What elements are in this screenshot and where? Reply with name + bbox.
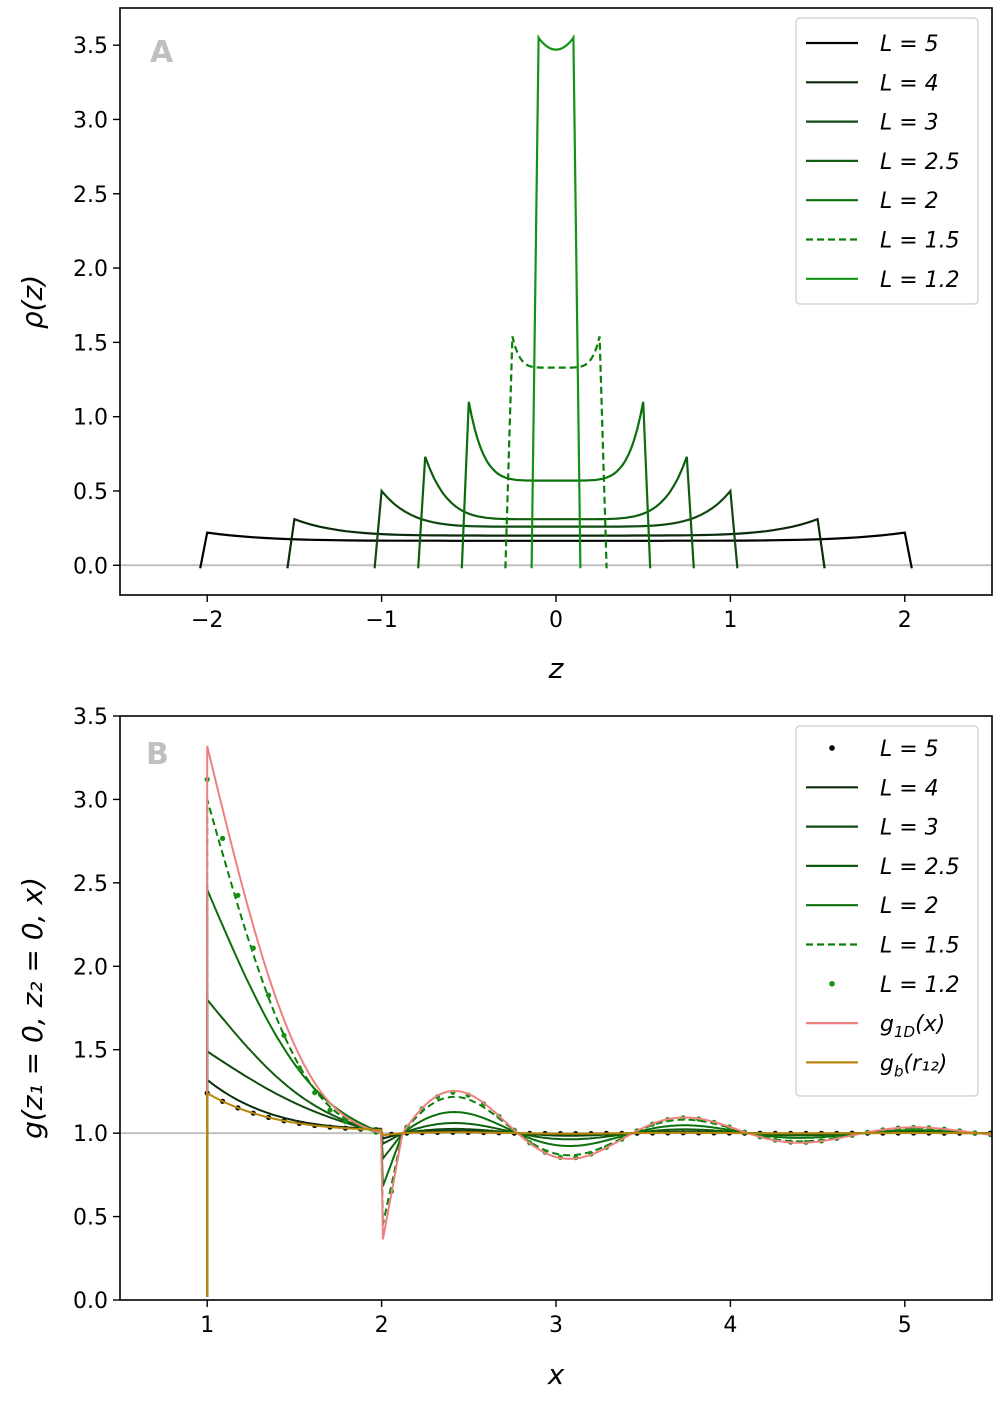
legend-subscript: 1D bbox=[894, 1023, 915, 1041]
legend-label-l-2: L = 2 bbox=[880, 189, 939, 214]
panel-a: −2 −1 0 1 2 0.0 0.5 1.0 1.5 2.0 2.5 3.0 3.5 A z ρ(z… bbox=[16, 7, 993, 685]
panel-a-x-tick-label: 2 bbox=[898, 608, 912, 633]
legend-label-l-2: L = 2 bbox=[880, 894, 939, 919]
panel-a-x-ticks: −2 −1 0 1 2 bbox=[191, 595, 912, 633]
panel-a-y-axis-label: ρ(z) bbox=[16, 275, 49, 329]
panel-b-y-tick-label: 2.0 bbox=[73, 955, 108, 980]
g-point-l-1-2 bbox=[235, 892, 241, 898]
panel-b-x-ticks: 1 2 3 4 5 bbox=[200, 1300, 912, 1338]
panel-a-y-tick-label: 2.0 bbox=[73, 257, 108, 282]
panel-a-x-tick-label: 1 bbox=[723, 608, 737, 633]
rho-curve-l-5 bbox=[199, 531, 913, 569]
g-point-l-1-2 bbox=[250, 945, 256, 951]
legend-label-l-4: L = 4 bbox=[880, 71, 939, 96]
g-point-l-1-2 bbox=[281, 1032, 287, 1038]
legend-label-l-5: L = 5 bbox=[880, 32, 939, 57]
panel-a-x-tick-label: −2 bbox=[191, 608, 223, 633]
legend-label-l-4: L = 4 bbox=[880, 776, 939, 801]
g-point-l-1-2 bbox=[266, 992, 272, 998]
panel-b-x-tick-label: 4 bbox=[723, 1313, 737, 1338]
rho-curve-l-1-2 bbox=[530, 33, 582, 569]
panel-b-y-ticks: 0.0 0.5 1.0 1.5 2.0 2.5 3.0 3.5 bbox=[73, 705, 120, 1314]
panel-b-x-tick-label: 1 bbox=[200, 1313, 214, 1338]
g-point-l-1-2 bbox=[220, 835, 226, 842]
panel-a-y-tick-label: 0.5 bbox=[73, 480, 108, 505]
panel-b-y-tick-label: 2.5 bbox=[73, 872, 108, 897]
panel-b-y-tick-label: 0.0 bbox=[73, 1289, 108, 1314]
rho-curve-l-3 bbox=[373, 488, 739, 569]
panel-b-legend: L = 5 L = 4 L = 3 L = 2.5 L = 2 L = 1.5 L = 1.… bbox=[795, 725, 979, 1097]
g-curve-gb-r12 bbox=[206, 1091, 992, 1297]
panel-b-y-tick-label: 1.5 bbox=[73, 1039, 108, 1064]
panel-a-y-tick-label: 3.5 bbox=[73, 34, 108, 59]
panel-b-y-axis-label: g(z₁ = 0, z₂ = 0, x) bbox=[16, 877, 49, 1139]
rho-curve-l-2-5 bbox=[417, 456, 695, 569]
panel-b-x-tick-label: 3 bbox=[549, 1313, 563, 1338]
legend-label-l-2-5: L = 2.5 bbox=[880, 150, 960, 175]
panel-a-legend: L = 5 L = 4 L = 3 L = 2.5 L = 2 L = 1.5 L = 1.… bbox=[795, 17, 979, 305]
panel-b-legend-box bbox=[795, 725, 979, 1097]
legend-tail: (x) bbox=[915, 1012, 945, 1037]
panel-a-x-axis-label: z bbox=[548, 652, 565, 685]
legend-label-l-1-5: L = 1.5 bbox=[880, 934, 960, 959]
panel-a-x-tick-label: −1 bbox=[365, 608, 397, 633]
panel-a-legend-box bbox=[795, 17, 979, 305]
legend-label-l-3: L = 3 bbox=[880, 111, 939, 136]
g-point-l-1-2 bbox=[296, 1065, 302, 1071]
panel-b-y-tick-label: 1.0 bbox=[73, 1122, 108, 1147]
panel-a-series bbox=[199, 33, 913, 569]
panel-a-y-ticks: 0.0 0.5 1.0 1.5 2.0 2.5 3.0 3.5 bbox=[73, 34, 120, 579]
legend-subscript: b bbox=[894, 1062, 904, 1080]
legend-marker-l-5 bbox=[829, 745, 835, 751]
rho-curve-l-4 bbox=[286, 517, 826, 569]
panel-a-y-tick-label: 0.0 bbox=[73, 554, 108, 579]
legend-label-l-1-5: L = 1.5 bbox=[880, 229, 960, 254]
panel-b-x-tick-label: 2 bbox=[375, 1313, 389, 1338]
panel-b-letter: B bbox=[146, 737, 169, 772]
legend-tail: (r₁₂) bbox=[904, 1051, 948, 1076]
panel-b-series bbox=[204, 745, 992, 1297]
legend-marker-l-1-2 bbox=[829, 981, 835, 987]
g-point-l-1-2 bbox=[342, 1119, 348, 1125]
g-point-l-1-2 bbox=[327, 1107, 333, 1113]
panel-b-x-axis-label: x bbox=[547, 1358, 565, 1391]
legend-label-l-3: L = 3 bbox=[880, 816, 939, 841]
legend-label-gb-r12: gb(r₁₂) bbox=[880, 1051, 947, 1080]
legend-label-l-1-2: L = 1.2 bbox=[880, 973, 960, 998]
panel-a-y-tick-label: 2.5 bbox=[73, 183, 108, 208]
panel-a-y-tick-label: 1.0 bbox=[73, 406, 108, 431]
panel-b-y-tick-label: 3.0 bbox=[73, 788, 108, 813]
legend-label-l-1-2: L = 1.2 bbox=[880, 268, 960, 293]
rho-curve-l-2 bbox=[460, 401, 652, 569]
panel-a-x-tick-label: 0 bbox=[549, 608, 563, 633]
panel-b-y-tick-label: 3.5 bbox=[73, 705, 108, 730]
panel-a-y-tick-label: 3.0 bbox=[73, 108, 108, 133]
panel-b-x-tick-label: 5 bbox=[898, 1313, 912, 1338]
rho-curve-l-1-5 bbox=[504, 336, 608, 569]
g-curve-l-1-5 bbox=[206, 799, 992, 1297]
panel-b-y-tick-label: 0.5 bbox=[73, 1206, 108, 1231]
panel-b: 1 2 3 4 5 0.0 0.5 1.0 1.5 2.0 2.5 3.0 3.5 B x g(z₁ … bbox=[16, 705, 993, 1391]
legend-label-l-2-5: L = 2.5 bbox=[880, 855, 960, 880]
legend-label-l-5: L = 5 bbox=[880, 737, 939, 762]
panel-a-y-tick-label: 1.5 bbox=[73, 331, 108, 356]
g-point-l-1-2 bbox=[312, 1090, 318, 1096]
panel-a-letter: A bbox=[150, 35, 174, 70]
